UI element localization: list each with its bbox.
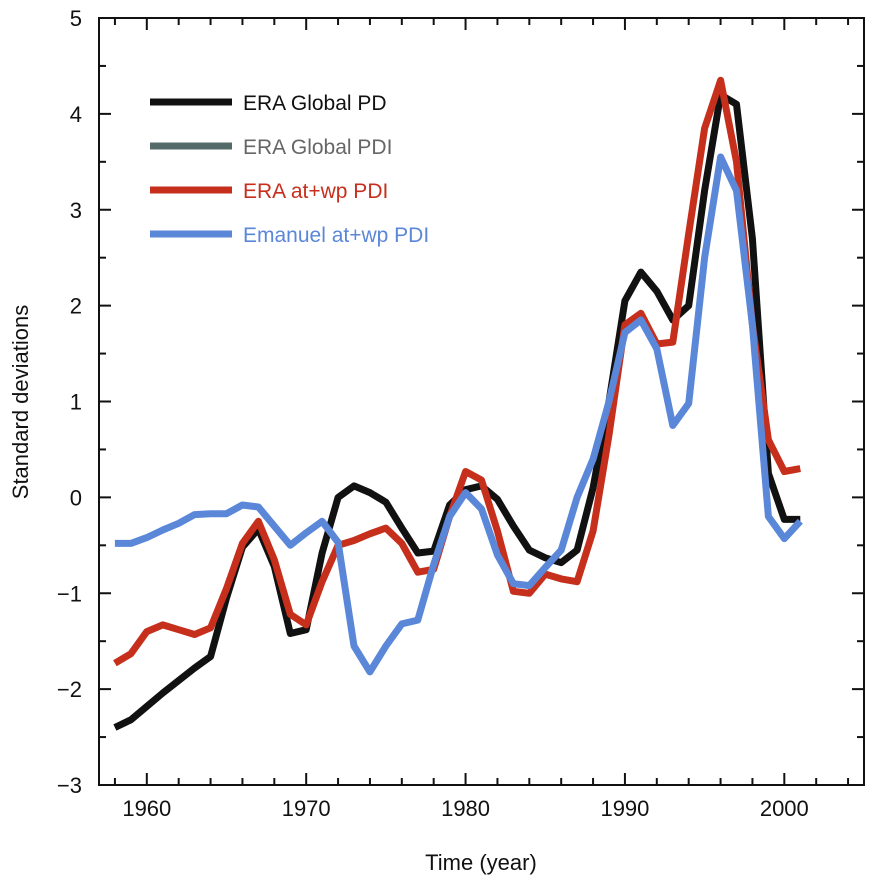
- x-tick-label: 1980: [441, 796, 490, 821]
- y-tick-label: 1: [70, 390, 82, 415]
- y-tick-label: −2: [57, 677, 82, 702]
- y-tick-label: 5: [70, 6, 82, 31]
- y-tick-label: −1: [57, 581, 82, 606]
- y-tick-label: 2: [70, 294, 82, 319]
- axis-ticks: [99, 17, 864, 786]
- y-tick-labels: −3 −2 −1 0 1 2 3 4 5: [57, 6, 82, 798]
- plot-frame: [98, 17, 865, 786]
- series-lines: [113, 76, 803, 731]
- x-axis-label: Time (year): [425, 850, 537, 875]
- legend: ERA Global PD ERA Global PDI ERA at+wp PDI…: [150, 92, 429, 247]
- legend-label: ERA at+wp PDI: [243, 180, 388, 203]
- y-tick-label: −3: [57, 773, 82, 798]
- legend-label: ERA Global PD: [243, 92, 387, 115]
- legend-label: ERA Global PDI: [243, 136, 392, 159]
- y-tick-label: 4: [70, 102, 82, 127]
- y-tick-label: 3: [70, 198, 82, 223]
- x-tick-label: 2000: [760, 796, 809, 821]
- legend-label: Emanuel at+wp PDI: [243, 224, 429, 247]
- series-line-2: [113, 76, 801, 667]
- x-tick-labels: 1960 1970 1980 1990 2000: [122, 796, 808, 821]
- x-tick-label: 1990: [600, 796, 649, 821]
- y-axis-label: Standard deviations: [8, 305, 33, 499]
- series-line-3: [114, 153, 803, 676]
- x-tick-label: 1960: [122, 796, 171, 821]
- y-tick-label: 0: [70, 485, 82, 510]
- x-tick-label: 1970: [282, 796, 331, 821]
